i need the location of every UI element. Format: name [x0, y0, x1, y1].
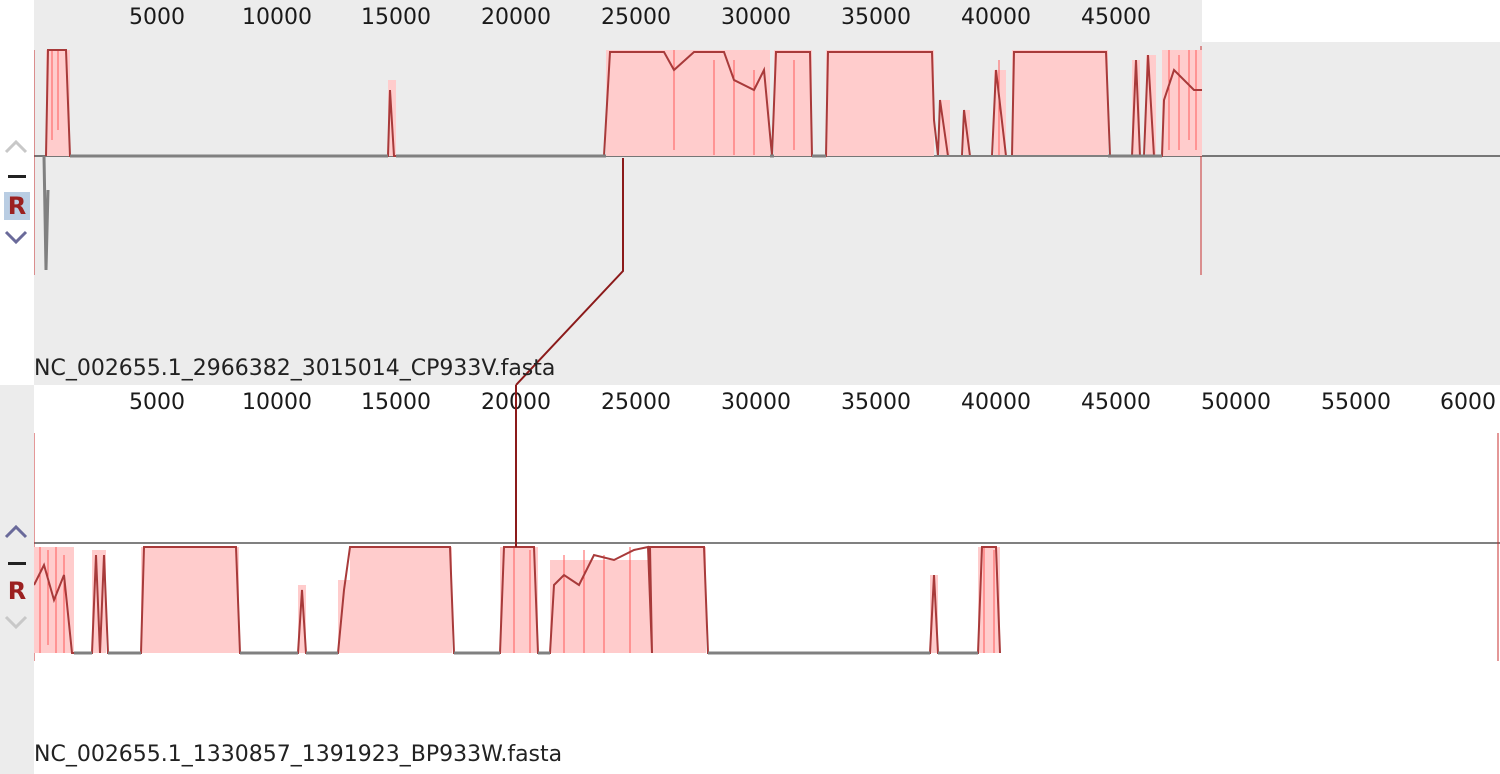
- top-controls-svg: [4, 139, 28, 248]
- ruler-tick: 40000: [961, 390, 1031, 415]
- bottom-controls-svg: [4, 524, 28, 630]
- bottom-sequence-panel: R 5000 10000 15000 20000 25000 30000 350…: [0, 385, 1500, 774]
- ruler-tick: 10000: [242, 390, 312, 415]
- chevron-down-icon[interactable]: [4, 230, 28, 248]
- ruler-tick: 45000: [1081, 390, 1151, 415]
- ruler-end-gap: [1202, 0, 1500, 42]
- ruler-tick: 5000: [129, 390, 185, 415]
- variation-spikes: [39, 547, 995, 653]
- top-similarity-plot: [34, 46, 1500, 385]
- ruler-tick: 6000: [1440, 390, 1496, 415]
- ruler-tick: 15000: [361, 390, 431, 415]
- ruler-tick: 25000: [601, 390, 671, 415]
- bottom-similarity-plot: [34, 385, 1500, 661]
- ruler-tick: 40000: [961, 5, 1031, 30]
- ruler-tick: 35000: [841, 390, 911, 415]
- ruler-tick: 10000: [242, 5, 312, 30]
- top-sequence-name: NC_002655.1_2966382_3015014_CP933V.fasta: [34, 356, 556, 381]
- lcb-blocks: [34, 547, 1000, 653]
- minus-icon[interactable]: [8, 175, 26, 178]
- reverse-icon[interactable]: R: [7, 577, 27, 605]
- ruler-tick: 25000: [601, 5, 671, 30]
- minus-icon[interactable]: [8, 562, 26, 565]
- bottom-sequence-name: NC_002655.1_1330857_1391923_BP933W.fasta: [34, 742, 563, 767]
- bottom-ruler: 5000 10000 15000 20000 25000 30000 35000…: [34, 385, 1500, 421]
- top-control-strip: R: [0, 0, 34, 385]
- ruler-tick: 50000: [1201, 390, 1271, 415]
- ruler-tick: 30000: [721, 5, 791, 30]
- ruler-tick: 35000: [841, 5, 911, 30]
- ruler-tick: 20000: [481, 5, 551, 30]
- ruler-tick: 55000: [1321, 390, 1391, 415]
- ruler-tick: 5000: [129, 5, 185, 30]
- chevron-up-icon[interactable]: [4, 139, 28, 154]
- ruler-tick: 45000: [1081, 5, 1151, 30]
- chevron-up-icon[interactable]: [4, 524, 28, 539]
- bottom-track-area: 5000 10000 15000 20000 25000 30000 35000…: [34, 385, 1500, 774]
- variation-spikes: [51, 50, 1197, 155]
- bottom-control-strip: R: [0, 385, 34, 774]
- ruler-tick: 30000: [721, 390, 791, 415]
- chevron-down-icon[interactable]: [4, 615, 28, 630]
- top-ruler: 5000 10000 15000 20000 25000 30000 35000…: [34, 0, 1500, 36]
- reverse-icon[interactable]: R: [4, 192, 30, 220]
- ruler-tick: 15000: [361, 5, 431, 30]
- lcb-connector-top: [515, 158, 624, 385]
- top-sequence-panel: R 5000 10000 15000 20000 25000 30000 350…: [0, 0, 1500, 385]
- lcb-blocks: [46, 50, 1202, 156]
- top-track-area: 5000 10000 15000 20000 25000 30000 35000…: [34, 0, 1500, 385]
